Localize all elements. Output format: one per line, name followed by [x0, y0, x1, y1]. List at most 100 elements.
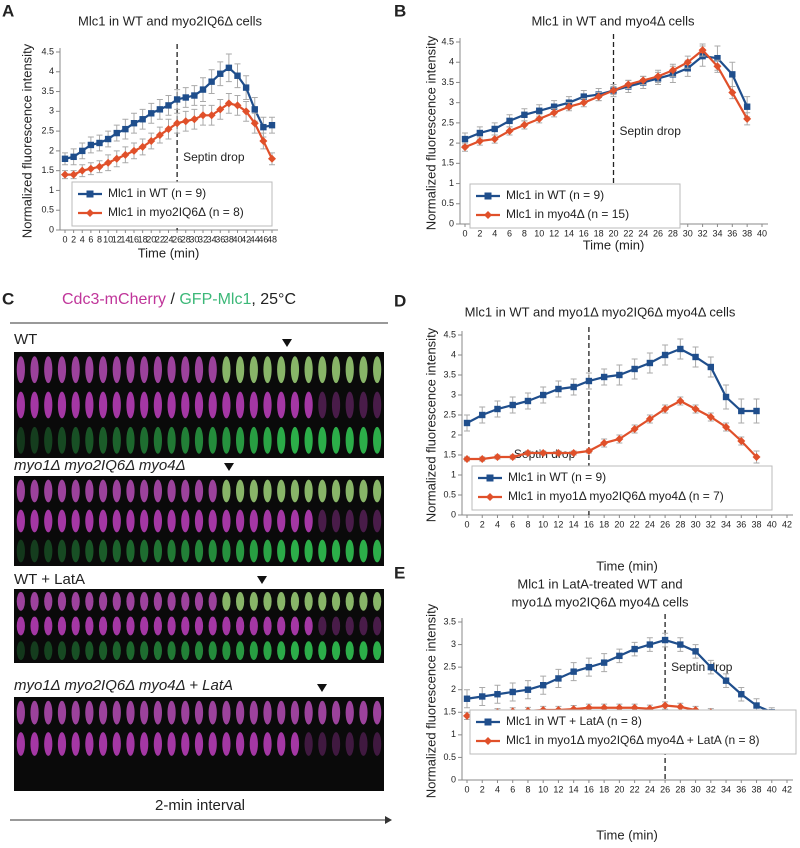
- legend-marker: [486, 493, 494, 501]
- cell: [236, 616, 245, 636]
- y-tick-label: 4.5: [441, 36, 454, 46]
- y-tick-label: 1: [449, 178, 454, 188]
- cell: [140, 591, 149, 611]
- data-point: [207, 111, 216, 120]
- x-tick-label: 30: [683, 228, 693, 238]
- data-point: [661, 351, 669, 359]
- data-point: [609, 86, 618, 95]
- cell: [153, 479, 162, 503]
- cell: [112, 426, 121, 454]
- data-point: [164, 125, 173, 134]
- data-point: [165, 102, 172, 109]
- data-point: [580, 93, 587, 100]
- x-tick-label: 34: [207, 234, 217, 244]
- cell: [290, 700, 300, 725]
- data-point: [743, 103, 751, 110]
- x-tick-label: 22: [155, 234, 165, 244]
- chart-title: Mlc1 in WT and myo2IQ6Δ cells: [78, 13, 263, 28]
- cell: [126, 641, 135, 661]
- data-point: [199, 111, 207, 120]
- data-point: [113, 129, 120, 137]
- data-point: [639, 76, 648, 85]
- x-tick-label: 14: [564, 228, 574, 238]
- data-point: [268, 154, 276, 163]
- data-point: [698, 46, 707, 55]
- cell: [373, 539, 382, 563]
- cell: [194, 426, 204, 454]
- y-axis-label: Normalized fluorescence intensity: [423, 327, 438, 522]
- cell: [140, 509, 149, 533]
- cell: [290, 591, 300, 611]
- y-tick-label: 1.5: [41, 165, 54, 175]
- data-point: [661, 405, 670, 413]
- cell: [153, 509, 162, 533]
- cell: [112, 391, 121, 419]
- data-point: [524, 397, 532, 405]
- cell: [30, 391, 39, 419]
- data-point: [713, 62, 722, 71]
- data-point: [661, 701, 670, 710]
- cell: [153, 539, 162, 563]
- cell: [277, 391, 286, 419]
- data-point: [550, 108, 559, 117]
- legend-marker: [484, 192, 492, 200]
- arrow-head: [385, 816, 392, 824]
- cell: [140, 700, 149, 725]
- x-tick-label: 42: [782, 519, 792, 529]
- cell: [194, 356, 204, 384]
- data-point: [729, 71, 736, 78]
- cell: [140, 479, 149, 503]
- row-label: myo1Δ myo2IQ6Δ myo4Δ: [14, 457, 186, 474]
- cell: [236, 591, 245, 611]
- legend-label: Mlc1 in WT (n = 9): [508, 470, 606, 484]
- data-point: [225, 64, 233, 72]
- cell: [331, 616, 341, 636]
- data-point: [555, 675, 562, 682]
- x-tick-label: 24: [645, 519, 655, 529]
- series-line: [466, 347, 757, 424]
- legend-marker: [86, 209, 94, 217]
- data-point: [554, 449, 563, 457]
- cell: [236, 509, 245, 533]
- cell: [30, 356, 39, 384]
- cell: [331, 591, 341, 611]
- cell: [98, 426, 108, 454]
- cell: [208, 479, 217, 503]
- cell: [181, 391, 190, 419]
- cell: [71, 509, 80, 533]
- data-point: [130, 146, 138, 155]
- cell: [16, 641, 25, 661]
- cell: [153, 700, 162, 725]
- x-tick-label: 38: [224, 234, 234, 244]
- data-point: [550, 103, 558, 110]
- y-tick-label: 0: [449, 218, 454, 228]
- data-point: [569, 449, 578, 457]
- cell: [44, 509, 53, 533]
- x-tick-label: 10: [538, 784, 548, 794]
- cell: [167, 700, 176, 725]
- data-point: [475, 137, 484, 146]
- cell: [181, 641, 190, 661]
- cell: [263, 391, 272, 419]
- data-point: [122, 125, 129, 133]
- cell: [263, 479, 272, 503]
- cell: [71, 616, 80, 636]
- data-point: [570, 383, 577, 391]
- y-tick-label: 3: [49, 106, 54, 116]
- cell: [126, 356, 135, 384]
- cell: [98, 479, 108, 503]
- y-tick-label: 3: [449, 97, 454, 107]
- cell: [181, 426, 190, 454]
- x-tick-label: 0: [464, 519, 469, 529]
- cell: [208, 732, 217, 756]
- cell: [167, 391, 176, 419]
- cell: [208, 591, 217, 611]
- y-tick-label: 1: [451, 729, 456, 739]
- cell: [126, 616, 135, 636]
- data-point: [181, 117, 190, 126]
- cell: [153, 426, 162, 454]
- data-point: [585, 377, 593, 385]
- cell: [112, 732, 121, 756]
- cell: [85, 356, 94, 384]
- data-point: [645, 415, 654, 423]
